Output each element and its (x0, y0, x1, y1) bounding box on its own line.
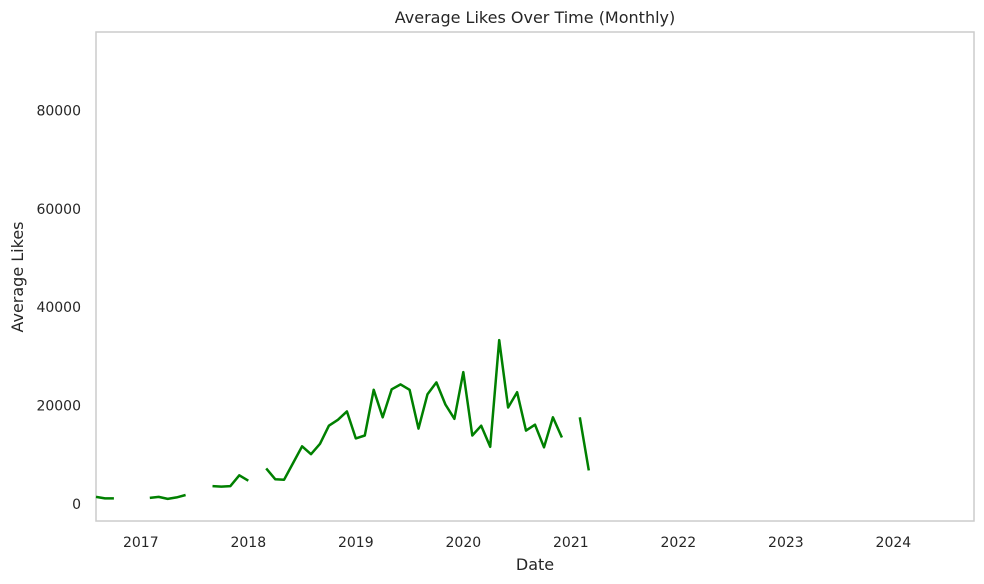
y-tick-label: 60000 (36, 202, 81, 218)
x-tick-label: 2019 (338, 535, 374, 551)
x-tick-label: 2023 (768, 535, 804, 551)
y-axis-label: Average Likes (8, 221, 27, 332)
x-tick-label: 2021 (553, 535, 589, 551)
y-tick-label: 0 (72, 497, 81, 513)
x-tick-label: 2022 (661, 535, 697, 551)
x-axis-label: Date (516, 555, 554, 574)
y-tick-label: 20000 (36, 399, 81, 415)
y-axis: 0 20000 40000 60000 80000 (36, 104, 81, 513)
y-tick-label: 80000 (36, 104, 81, 120)
x-tick-label: 2020 (446, 535, 482, 551)
plot-area (95, 31, 975, 522)
y-tick-label: 40000 (36, 300, 81, 316)
series-layer (95, 338, 591, 501)
x-tick-label: 2018 (230, 535, 266, 551)
x-tick-label: 2017 (123, 535, 159, 551)
x-axis: 2017 2018 2019 2020 2021 2022 2023 2024 (123, 535, 911, 551)
chart-title: Average Likes Over Time (Monthly) (395, 8, 675, 27)
series-line (95, 338, 591, 501)
x-tick-label: 2024 (876, 535, 912, 551)
